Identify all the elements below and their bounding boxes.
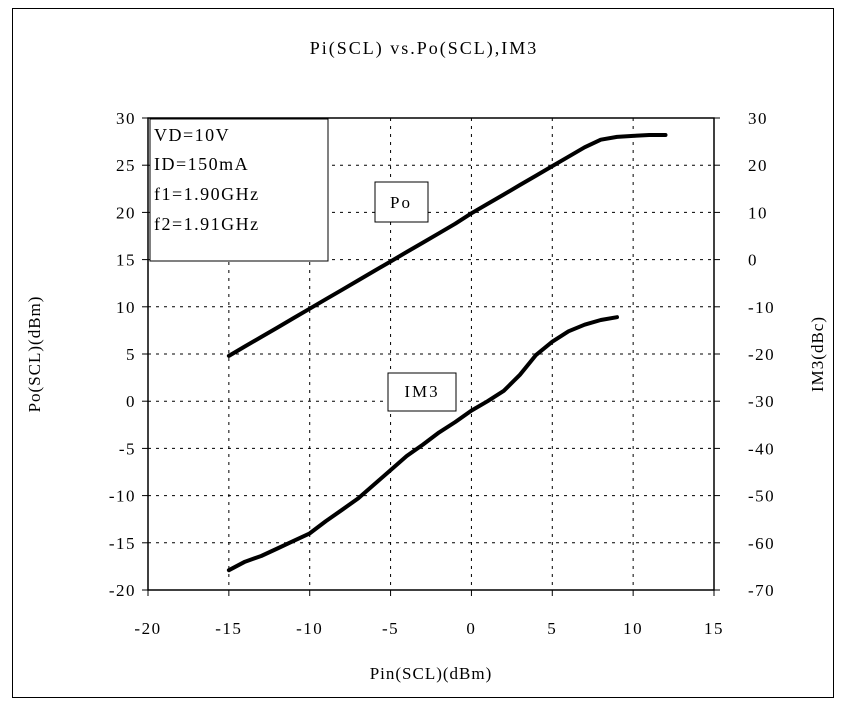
y2-tick-label: -70 <box>748 581 775 600</box>
x-tick-label: -10 <box>296 619 323 638</box>
info-line-id: ID=150mA <box>154 154 249 174</box>
series-line-po <box>226 133 668 358</box>
y2-tick-label: -30 <box>748 392 775 411</box>
y2-tick-label: 30 <box>748 109 768 128</box>
y-tick-label: 10 <box>116 298 136 317</box>
y2-tick-label: -10 <box>748 298 775 317</box>
series-line-im3 <box>226 315 619 573</box>
chart-frame <box>12 8 834 698</box>
y-tick-label: 25 <box>116 156 136 175</box>
info-box: VD=10V ID=150mA f1=1.90GHz f2=1.91GHz <box>149 118 329 262</box>
y-tick-label: -10 <box>109 487 136 506</box>
po-label: Po <box>374 181 429 223</box>
im3-label-text: IM3 <box>404 382 439 401</box>
x-tick-label: -5 <box>382 619 399 638</box>
y-tick-label: -5 <box>119 439 136 458</box>
y-tick-label: 0 <box>126 392 136 411</box>
y-tick-label: 20 <box>116 203 136 222</box>
info-line-f2: f2=1.91GHz <box>154 214 260 234</box>
y-tick-label: -20 <box>109 581 136 600</box>
x-tick-label: 5 <box>547 619 557 638</box>
info-line-vd: VD=10V <box>154 125 230 145</box>
x-tick-label: -20 <box>134 619 161 638</box>
y-tick-label: 5 <box>126 345 136 364</box>
y2-tick-label: 20 <box>748 156 768 175</box>
po-label-box <box>374 181 429 223</box>
x-tick-label: -15 <box>215 619 242 638</box>
y2-tick-label: -50 <box>748 487 775 506</box>
y-axis-label: Po(SCL)(dBm) <box>25 296 44 413</box>
ticks: -20 -15 -10 -5 0 5 10 15-20-15-10-5051015202530… <box>109 109 775 638</box>
grid <box>148 118 714 590</box>
im3-label: IM3 <box>387 372 457 412</box>
y2-axis-label: IM3(dBc) <box>808 316 827 392</box>
info-box-border <box>149 118 329 262</box>
series-group <box>226 133 668 573</box>
im3-label-box <box>387 372 457 412</box>
x-tick-label: 10 <box>623 619 643 638</box>
y-tick-label: -15 <box>109 534 136 553</box>
y2-tick-label: -40 <box>748 439 775 458</box>
y-tick-label: 30 <box>116 109 136 128</box>
y2-tick-label: 0 <box>748 251 758 270</box>
x-tick-label: 15 <box>704 619 724 638</box>
po-label-text: Po <box>390 193 412 212</box>
y2-tick-label: -60 <box>748 534 775 553</box>
chart-title: Pi(SCL) vs.Po(SCL),IM3 <box>310 38 539 59</box>
x-tick-label: 0 <box>466 619 476 638</box>
info-line-f1: f1=1.90GHz <box>154 184 260 204</box>
y2-tick-label: 10 <box>748 203 768 222</box>
y-tick-label: 15 <box>116 251 136 270</box>
y2-tick-label: -20 <box>748 345 775 364</box>
x-axis-label: Pin(SCL)(dBm) <box>370 664 493 683</box>
